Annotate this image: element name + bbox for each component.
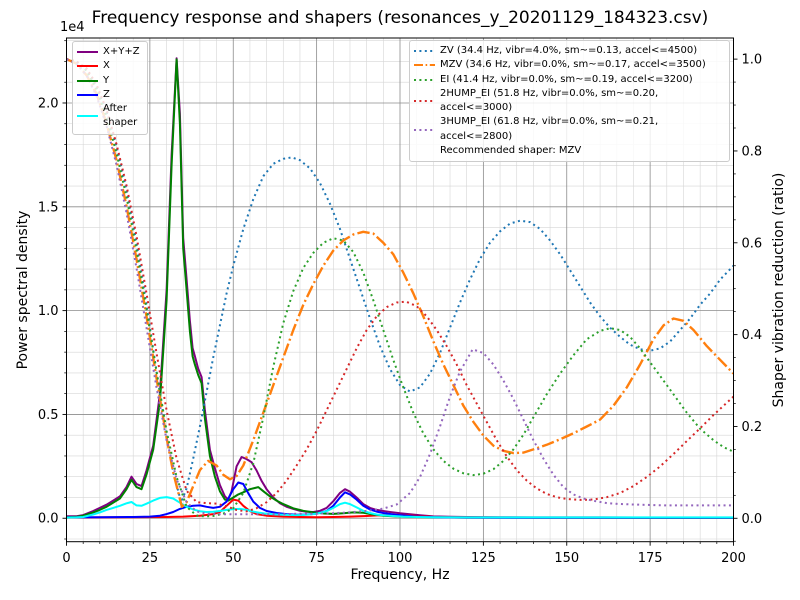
- legend-swatch: [414, 100, 435, 103]
- tick-label-y-right: 0.6: [742, 236, 763, 251]
- legend-item-label: ZV (34.4 Hz, vibr=4.0%, sm~=0.13, accel<…: [440, 45, 698, 56]
- tick-label-x: 175: [638, 551, 663, 566]
- legend-item-label: X+Y+Z: [103, 46, 140, 57]
- legend-psd: X+Y+Z X Y Z After shaper: [72, 41, 148, 135]
- tick-label-y-left: 1.0: [38, 304, 59, 319]
- legend-item-mzv: MZV (34.6 Hz, vibr=0.0%, sm~=0.17, accel…: [413, 58, 722, 72]
- legend-swatch: [414, 50, 435, 53]
- chart-title: Frequency response and shapers (resonanc…: [91, 8, 709, 28]
- legend-item-label: MZV (34.6 Hz, vibr=0.0%, sm~=0.17, accel…: [440, 59, 706, 71]
- legend-shapers: ZV (34.4 Hz, vibr=4.0%, sm~=0.13, accel<…: [409, 40, 730, 163]
- legend-item-3hump_ei: 3HUMP_EI (61.8 Hz, vibr=0.0%, sm~=0.21, …: [413, 115, 722, 144]
- tick-label-y-right: 1.0: [742, 53, 763, 68]
- legend-item-label: Y: [103, 74, 110, 86]
- legend-item-label: EI (41.4 Hz, vibr=0.0%, sm~=0.19, accel<…: [440, 73, 693, 85]
- legend-item-zv: ZV (34.4 Hz, vibr=4.0%, sm~=0.13, accel<…: [413, 44, 722, 58]
- legend-swatch: [77, 51, 98, 54]
- y-right-axis-label: Shaper vibration reduction (ratio): [771, 172, 787, 408]
- x-axis-label: Frequency, Hz: [350, 567, 450, 583]
- legend-swatch: [77, 79, 98, 82]
- curves: [66, 57, 734, 519]
- shaper-curve-mzv: [66, 58, 734, 508]
- legend-item-x_y_z: X+Y+Z: [76, 45, 140, 59]
- y-left-offset-label: 1e4: [60, 20, 85, 35]
- tick-label-y-left: 0.0: [38, 512, 59, 527]
- legend-swatch: [77, 65, 98, 68]
- tick-label-x: 25: [142, 551, 159, 566]
- tick-label-y-right: 0.4: [742, 328, 763, 343]
- psd-curve-after_shaper: [66, 496, 734, 519]
- legend-note-text: Recommended shaper: MZV: [440, 145, 582, 157]
- legend-item-label: 2HUMP_EI (51.8 Hz, vibr=0.0%, sm~=0.20, …: [440, 87, 659, 114]
- y-left-axis-label: Power spectral density: [15, 210, 31, 370]
- psd-curve-y: [66, 58, 734, 519]
- shaper-curve-ei: [66, 58, 734, 518]
- legend-item-y: Y: [76, 74, 140, 88]
- shaper-curve-3hump_ei: [66, 58, 734, 516]
- legend-item-label: 3HUMP_EI (61.8 Hz, vibr=0.0%, sm~=0.21, …: [440, 116, 659, 142]
- shaper-curve-zv: [66, 58, 734, 504]
- tick-label-x: 100: [388, 551, 413, 566]
- tick-label-y-left: 2.0: [38, 96, 59, 111]
- legend-swatch: [77, 94, 98, 97]
- legend-swatch: [414, 128, 435, 131]
- tick-label-x: 200: [721, 551, 746, 566]
- legend-swatch: [414, 78, 435, 81]
- legend-swatch: [77, 115, 98, 118]
- psd-curve-x_y_z: [66, 57, 734, 519]
- legend-item-x: X: [76, 59, 140, 73]
- tick-label-y-right: 0.0: [742, 512, 763, 527]
- legend-item-label: Z: [103, 88, 110, 100]
- legend-swatch: [414, 64, 435, 67]
- tick-label-x: 125: [471, 551, 496, 566]
- legend-item-after_shaper: After shaper: [76, 102, 140, 131]
- legend-item-ei: EI (41.4 Hz, vibr=0.0%, sm~=0.19, accel<…: [413, 73, 722, 87]
- legend-note-recommended: Recommended shaper: MZV: [413, 144, 722, 158]
- tick-label-y-left: 0.5: [38, 408, 59, 423]
- tick-label-y-right: 0.8: [742, 144, 763, 159]
- tick-label-y-left: 1.5: [38, 200, 59, 215]
- legend-item-label: X: [103, 60, 110, 72]
- tick-label-x: 150: [554, 551, 579, 566]
- tick-label-x: 75: [308, 551, 325, 566]
- legend-item-label: After shaper: [103, 103, 138, 129]
- tick-label-x: 50: [225, 551, 242, 566]
- axes: 0 25 50 75 100 125 150 175 200 0.0 0.5 1.0 1.5 2.0 0.0…: [38, 37, 763, 566]
- tick-label-x: 0: [62, 551, 70, 566]
- tick-label-y-right: 0.2: [742, 420, 763, 435]
- psd-curve-z: [66, 481, 734, 519]
- legend-item-2hump_ei: 2HUMP_EI (51.8 Hz, vibr=0.0%, sm~=0.20, …: [413, 87, 722, 116]
- legend-item-z: Z: [76, 88, 140, 102]
